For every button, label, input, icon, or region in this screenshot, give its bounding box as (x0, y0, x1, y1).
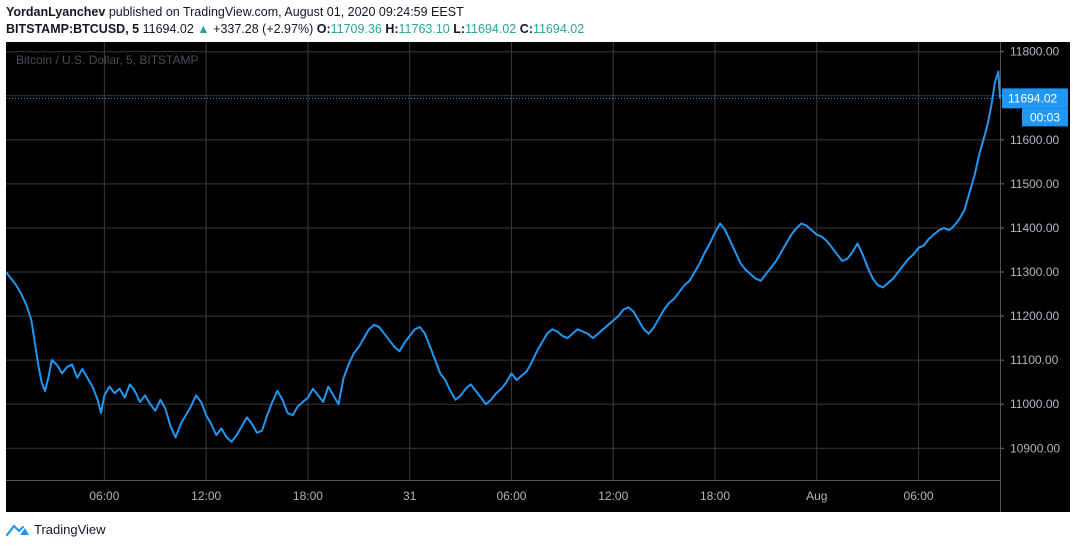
close-label: C: (519, 22, 533, 36)
price-chart[interactable]: 10900.00 11000.00 11100.00 11200.00 11300.00… (6, 42, 1070, 512)
up-arrow-icon: ▲ (197, 22, 210, 36)
y-tick-label: 11500.00 (1010, 177, 1059, 191)
tradingview-logo-icon[interactable] (6, 522, 30, 536)
published-text: published on TradingView.com, August 01,… (108, 5, 464, 19)
y-tick-label: 11200.00 (1010, 309, 1059, 323)
y-tick-label: 11000.00 (1010, 397, 1059, 411)
x-tick-label: 18:00 (293, 489, 323, 503)
x-tick-label: Aug (806, 489, 827, 503)
x-tick-label: 06:00 (89, 489, 119, 503)
chart-title: Bitcoin / U.S. Dollar, 5, BITSTAMP (16, 53, 199, 67)
open-value: 11709.36 (330, 22, 382, 36)
x-tick-label: 06:00 (904, 489, 934, 503)
high-value: 11763.10 (398, 22, 450, 36)
last-price: 11694.02 (142, 22, 194, 36)
x-tick-label: 18:00 (700, 489, 730, 503)
footer-brand[interactable]: TradingView (34, 521, 106, 537)
low-label: L: (453, 22, 466, 36)
high-label: H: (385, 22, 399, 36)
close-value: 11694.02 (532, 22, 585, 36)
y-tick-label: 11100.00 (1010, 353, 1059, 367)
symbol-info: BITSTAMP:BTCUSD, 5 11694.02 ▲ +337.28 (+… (6, 22, 584, 36)
price-label: 11694.02 (1008, 91, 1057, 105)
x-tick-label: 12:00 (191, 489, 221, 503)
x-tick-label: 12:00 (598, 489, 628, 503)
countdown-box (1022, 108, 1068, 127)
x-tick-label: 06:00 (496, 489, 526, 503)
low-value: 11694.02 (465, 22, 517, 36)
open-label: O: (316, 22, 331, 36)
y-tick-label: 11600.00 (1010, 133, 1059, 147)
countdown-label: 00:03 (1030, 110, 1060, 124)
price-label-box (1002, 88, 1068, 109)
footer: TradingView (6, 519, 106, 539)
publish-info: YordanLyanchev published on TradingView.… (6, 5, 464, 19)
price-series-line (6, 70, 1001, 443)
price-change: +337.28 (+2.97%) (213, 22, 314, 36)
symbol-name: BITSTAMP:BTCUSD, 5 (6, 22, 140, 36)
y-tick-label: 10900.00 (1010, 441, 1060, 455)
author-name[interactable]: YordanLyanchev (6, 5, 106, 19)
y-tick-label: 11800.00 (1010, 45, 1059, 59)
y-tick-label: 11400.00 (1010, 221, 1059, 235)
x-tick-label: 31 (403, 489, 417, 503)
y-tick-label: 11300.00 (1010, 265, 1059, 279)
chart-area[interactable]: 10900.00 11000.00 11100.00 11200.00 11300.00… (6, 42, 1070, 512)
